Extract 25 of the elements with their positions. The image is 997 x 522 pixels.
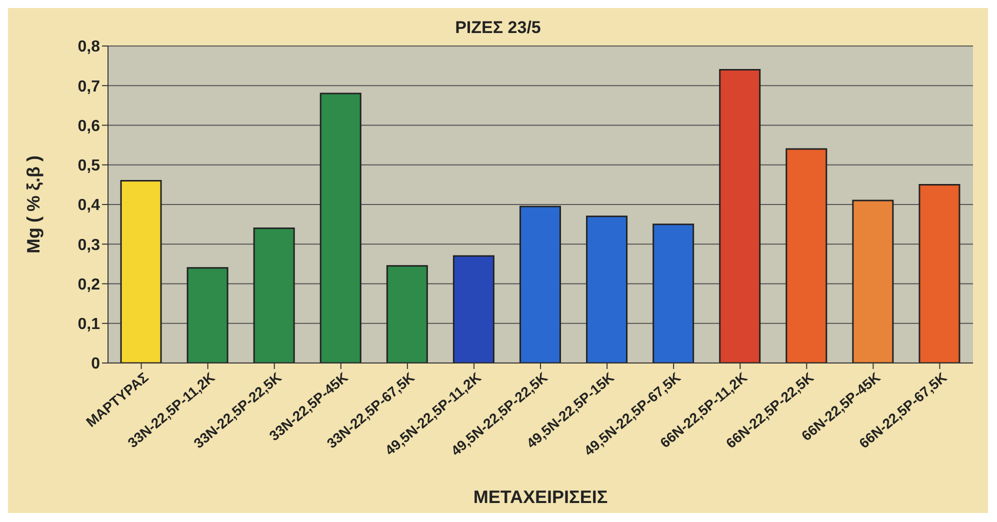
y-tick-label: 0,5 [78,158,100,175]
bar [786,148,828,363]
bar [652,224,694,363]
bar [719,69,761,363]
bar [186,267,228,363]
bar [586,216,628,363]
x-axis-title: ΜΕΤΑΧΕΙΡΙΣΕΙΣ [473,487,608,507]
y-tick-label: 0,8 [78,38,100,56]
y-tick-label: 0,4 [78,197,100,214]
bar [386,265,428,363]
bar [452,255,494,363]
y-tick-label: 0,7 [78,78,100,96]
chart-title: ΡΙΖΕΣ 23/5 [454,18,542,38]
bar [852,200,894,363]
y-tick-label: 0 [91,356,100,373]
bar [120,180,162,363]
y-axis-title: Mg ( % ξ.β ) [23,156,44,254]
y-tick-label: 0,1 [78,316,100,334]
y-tick-label: 0,6 [78,118,100,135]
bar [918,184,960,363]
bar [253,228,295,363]
y-tick-label: 0,3 [78,236,100,254]
bar [320,92,362,363]
y-tick-label: 0,2 [78,276,100,294]
bar [519,206,561,363]
